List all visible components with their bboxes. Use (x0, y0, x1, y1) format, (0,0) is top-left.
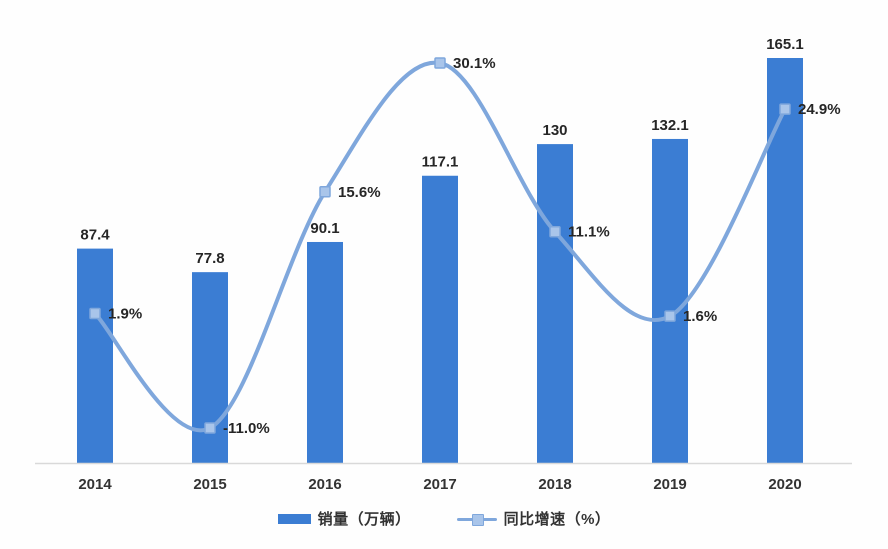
bar-value-label-2017: 117.1 (422, 154, 459, 171)
line-value-label-2017: 30.1% (453, 55, 496, 72)
bar-value-label-2020: 165.1 (766, 36, 804, 53)
bar-2019 (652, 138, 688, 464)
line-value-label-2018: 11.1% (568, 224, 610, 241)
line-value-label-2020: 24.9% (798, 101, 841, 118)
bar-2020 (767, 58, 803, 463)
line-value-label-2016: 15.6% (338, 184, 381, 201)
legend-item-sales: 销量（万辆） (277, 508, 411, 529)
bar-2014 (77, 248, 113, 463)
legend-line-label: 同比增速（%） (503, 511, 611, 528)
line-marker-2019 (664, 310, 676, 322)
bar-2016 (307, 241, 343, 463)
x-tick-label-2020: 2020 (768, 476, 801, 493)
line-value-label-2014: 1.9% (108, 305, 142, 322)
x-tick-label-2018: 2018 (538, 476, 571, 493)
line-marker-2017 (434, 57, 446, 69)
bar-value-label-2018: 130 (542, 122, 567, 139)
x-tick-label-2019: 2019 (653, 476, 686, 493)
x-tick-label-2015: 2015 (193, 476, 226, 493)
legend-bar-swatch-icon (277, 513, 311, 524)
legend: 销量（万辆） 同比增速（%） (0, 508, 888, 529)
bar-value-label-2019: 132.1 (651, 117, 689, 134)
line-marker-2015 (204, 422, 216, 434)
line-value-label-2015: -11.0% (223, 420, 270, 437)
line-marker-2014 (89, 307, 101, 320)
legend-bar-label: 销量（万辆） (317, 511, 411, 528)
bar-value-label-2014: 87.4 (80, 227, 110, 244)
bar-value-label-2016: 90.1 (310, 220, 339, 237)
line-value-label-2019: 1.6% (683, 308, 717, 325)
bar-2018 (537, 144, 573, 463)
line-marker-2018 (549, 225, 561, 238)
bar-2017 (422, 175, 458, 463)
x-tick-label-2017: 2017 (423, 476, 456, 493)
legend-line-swatch-icon (456, 513, 497, 526)
line-marker-2020 (779, 103, 791, 115)
x-tick-label-2014: 2014 (78, 476, 112, 493)
x-tick-label-2016: 2016 (308, 476, 341, 493)
line-marker-2016 (319, 186, 331, 198)
legend-item-growth: 同比增速（%） (456, 508, 611, 529)
bar-value-label-2015: 77.8 (195, 250, 224, 267)
